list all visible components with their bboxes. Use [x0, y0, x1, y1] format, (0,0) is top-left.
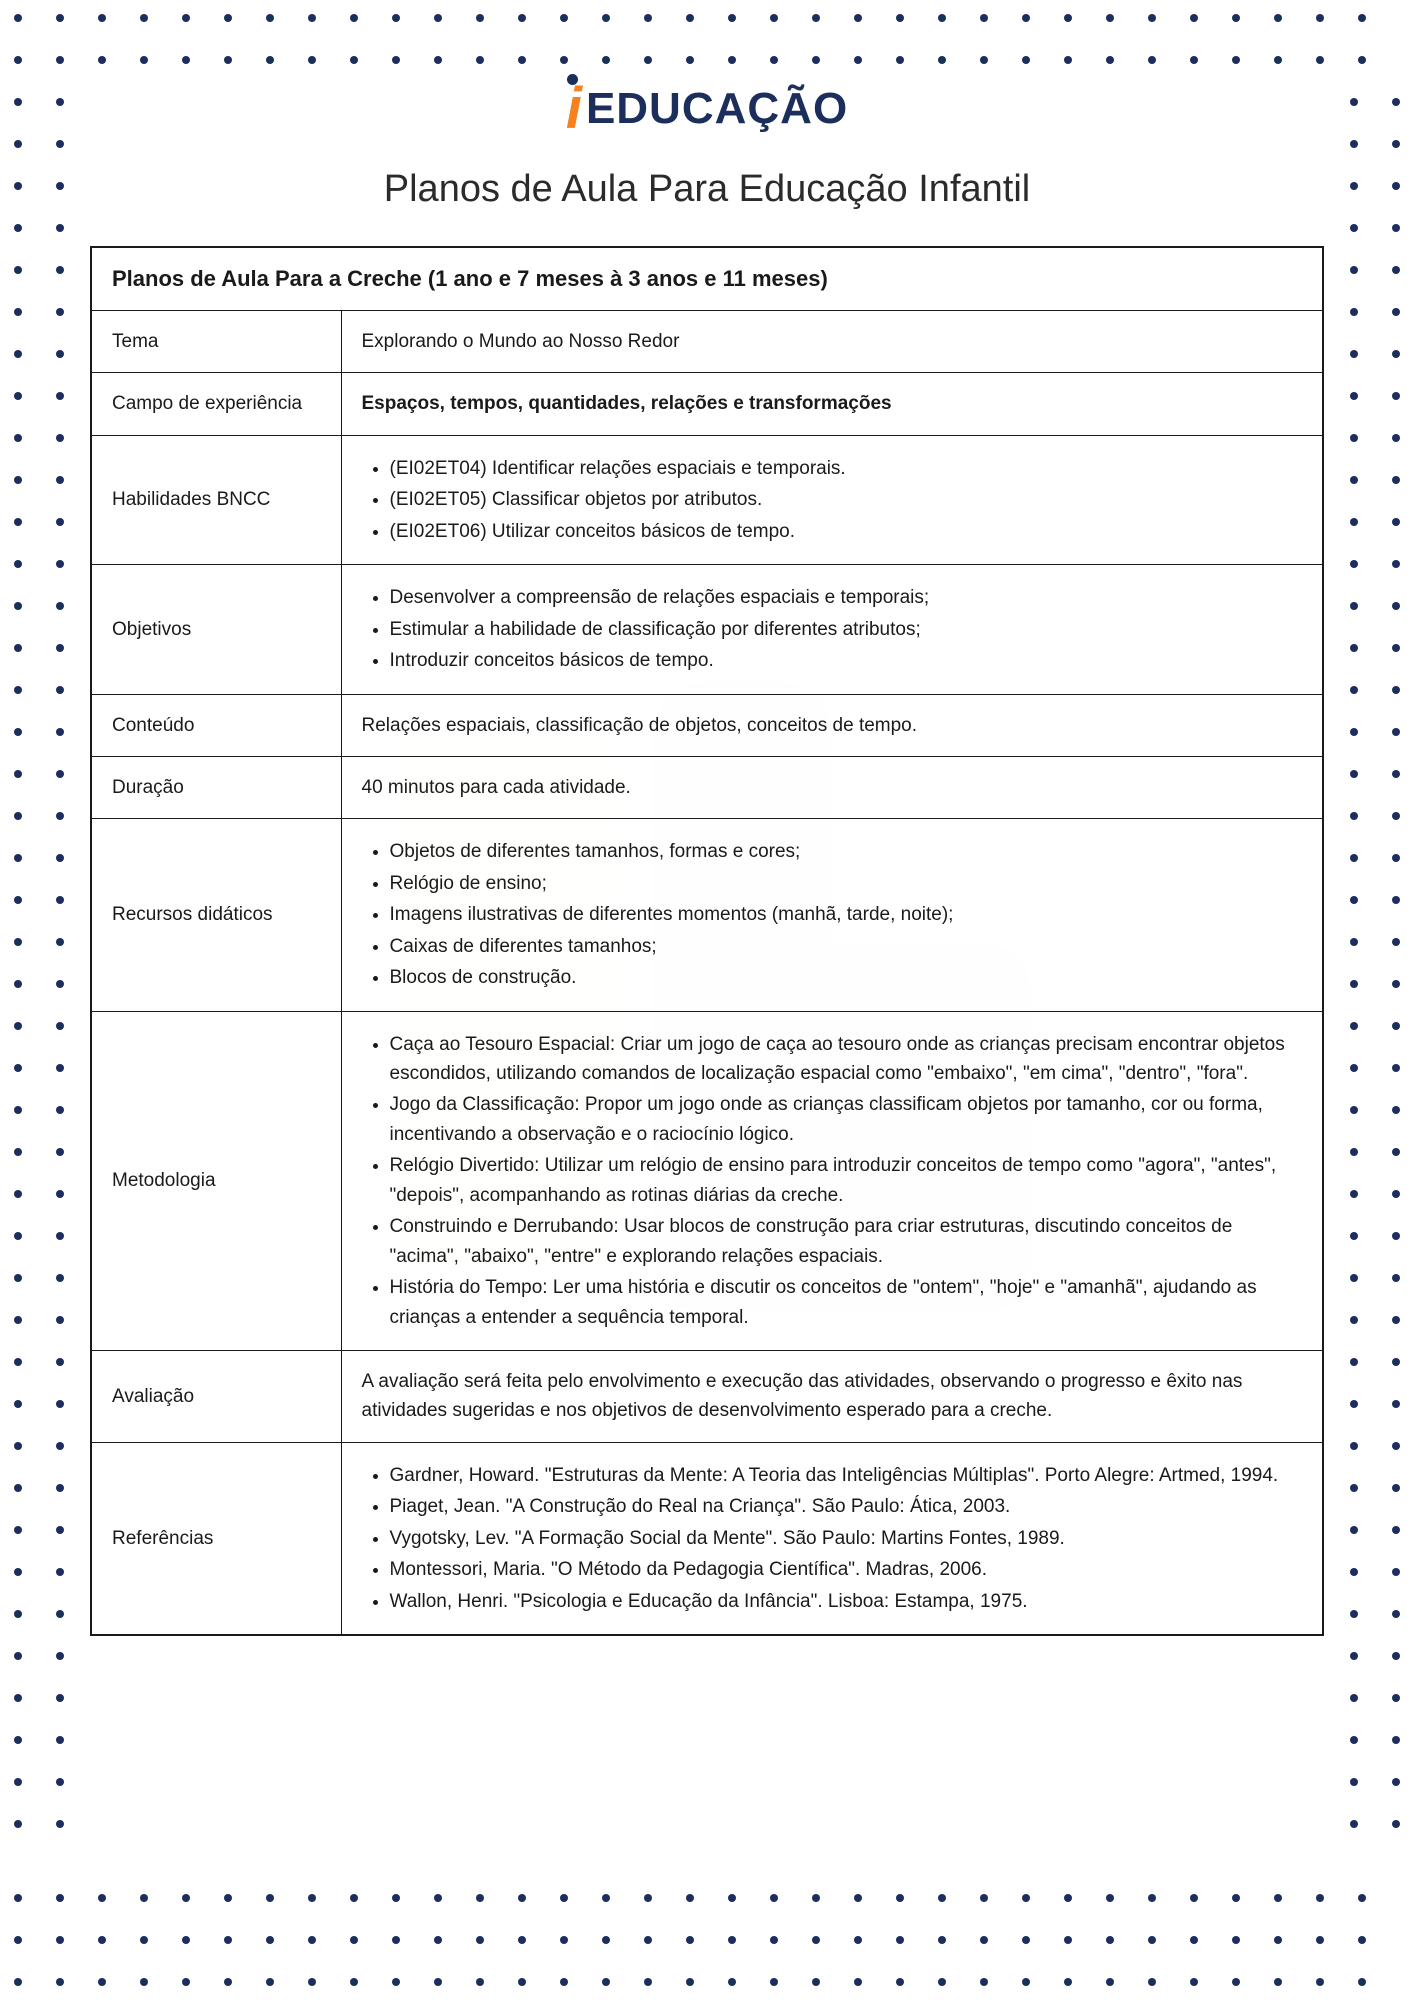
page-title: Planos de Aula Para Educação Infantil [90, 168, 1324, 211]
list-item: Wallon, Henri. "Psicologia e Educação da… [390, 1587, 1303, 1616]
table-row: Campo de experiência Espaços, tempos, qu… [91, 373, 1323, 435]
table-header: Planos de Aula Para a Creche (1 ano e 7 … [91, 247, 1323, 311]
list-item: Jogo da Classificação: Propor um jogo on… [390, 1090, 1303, 1149]
table-row: Duração 40 minutos para cada atividade. [91, 756, 1323, 818]
row-value: Espaços, tempos, quantidades, relações e… [341, 373, 1323, 435]
row-value: A avaliação será feita pelo envolvimento… [341, 1350, 1323, 1442]
row-label: Tema [91, 311, 341, 373]
list-item: Montessori, Maria. "O Método da Pedagogi… [390, 1555, 1303, 1584]
logo-accent: i [566, 80, 582, 138]
list-item: Relógio de ensino; [390, 869, 1303, 898]
list-item: Introduzir conceitos básicos de tempo. [390, 646, 1303, 675]
list-item: Construindo e Derrubando: Usar blocos de… [390, 1212, 1303, 1271]
table-row: Objetivos Desenvolver a compreensão de r… [91, 565, 1323, 694]
list-item: Estimular a habilidade de classificação … [390, 615, 1303, 644]
list-item: (EI02ET05) Classificar objetos por atrib… [390, 485, 1303, 514]
row-value: Explorando o Mundo ao Nosso Redor [341, 311, 1323, 373]
list-item: Caixas de diferentes tamanhos; [390, 932, 1303, 961]
row-value: Gardner, Howard. "Estruturas da Mente: A… [341, 1442, 1323, 1635]
list-item: Vygotsky, Lev. "A Formação Social da Men… [390, 1524, 1303, 1553]
row-label: Avaliação [91, 1350, 341, 1442]
list-item: Imagens ilustrativas de diferentes momen… [390, 900, 1303, 929]
row-value: Objetos de diferentes tamanhos, formas e… [341, 819, 1323, 1011]
row-label: Objetivos [91, 565, 341, 694]
list-item: Desenvolver a compreensão de relações es… [390, 583, 1303, 612]
row-label: Recursos didáticos [91, 819, 341, 1011]
table-row: Tema Explorando o Mundo ao Nosso Redor [91, 311, 1323, 373]
list-item: Objetos de diferentes tamanhos, formas e… [390, 837, 1303, 866]
lesson-plan-table: Planos de Aula Para a Creche (1 ano e 7 … [90, 246, 1324, 1636]
table-row: Recursos didáticos Objetos de diferentes… [91, 819, 1323, 1011]
list-item: Relógio Divertido: Utilizar um relógio d… [390, 1151, 1303, 1210]
logo-text: EDUCAÇÃO [586, 84, 848, 134]
row-label: Metodologia [91, 1011, 341, 1350]
list-item: (EI02ET06) Utilizar conceitos básicos de… [390, 517, 1303, 546]
table-row: Habilidades BNCC (EI02ET04) Identificar … [91, 435, 1323, 564]
row-value: (EI02ET04) Identificar relações espaciai… [341, 435, 1323, 564]
table-row: Avaliação A avaliação será feita pelo en… [91, 1350, 1323, 1442]
row-label: Habilidades BNCC [91, 435, 341, 564]
row-label: Campo de experiência [91, 373, 341, 435]
row-label: Referências [91, 1442, 341, 1635]
list-item: Blocos de construção. [390, 963, 1303, 992]
list-item: Piaget, Jean. "A Construção do Real na C… [390, 1492, 1303, 1521]
row-value: Caça ao Tesouro Espacial: Criar um jogo … [341, 1011, 1323, 1350]
table-row: Conteúdo Relações espaciais, classificaç… [91, 694, 1323, 756]
table-row: Referências Gardner, Howard. "Estruturas… [91, 1442, 1323, 1635]
row-value: Desenvolver a compreensão de relações es… [341, 565, 1323, 694]
list-item: Gardner, Howard. "Estruturas da Mente: A… [390, 1461, 1303, 1490]
row-label: Duração [91, 756, 341, 818]
row-value: 40 minutos para cada atividade. [341, 756, 1323, 818]
logo: i EDUCAÇÃO [90, 80, 1324, 138]
row-label: Conteúdo [91, 694, 341, 756]
list-item: História do Tempo: Ler uma história e di… [390, 1273, 1303, 1332]
list-item: Caça ao Tesouro Espacial: Criar um jogo … [390, 1030, 1303, 1089]
list-item: (EI02ET04) Identificar relações espaciai… [390, 454, 1303, 483]
table-row: Metodologia Caça ao Tesouro Espacial: Cr… [91, 1011, 1323, 1350]
row-value: Relações espaciais, classificação de obj… [341, 694, 1323, 756]
